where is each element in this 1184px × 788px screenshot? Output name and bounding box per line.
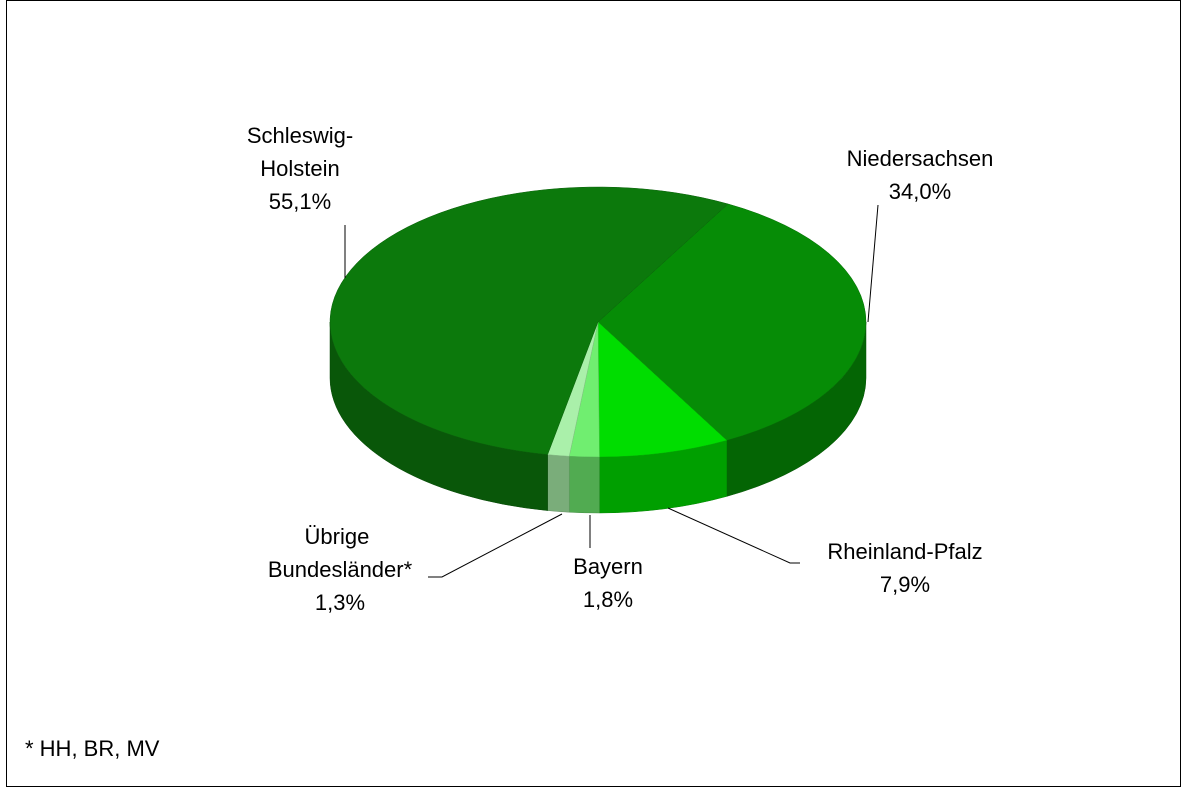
category-label: Schleswig-Holstein <box>247 123 353 181</box>
slice <box>597 203 867 441</box>
slice-side <box>547 454 570 513</box>
category-label: Bayern <box>573 554 643 579</box>
leader-line <box>428 513 563 578</box>
footnote: * HH, BR, MV <box>25 736 160 761</box>
value-label: 34,0% <box>889 179 951 204</box>
category-label: Rheinland-Pfalz <box>827 539 982 564</box>
slice <box>329 186 729 455</box>
leader-line <box>667 507 800 564</box>
value-label: 55,1% <box>269 189 331 214</box>
value-label: 7,9% <box>880 572 930 597</box>
slice-side <box>568 455 600 514</box>
value-label: 1,8% <box>583 587 633 612</box>
value-label: 1,3% <box>315 590 365 615</box>
leader-line <box>867 204 879 323</box>
category-label: Übrige Bundesländer* <box>268 524 413 582</box>
category-label: Niedersachsen <box>847 146 994 171</box>
slice <box>597 321 728 458</box>
